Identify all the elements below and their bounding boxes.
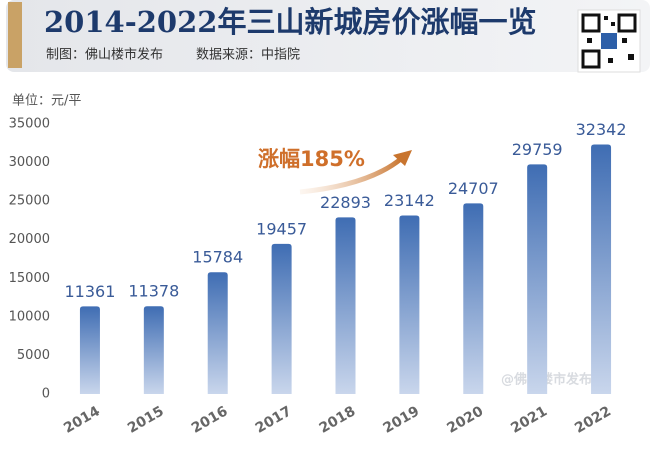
bar: [591, 144, 612, 394]
x-tick-label: 2020: [444, 403, 486, 436]
y-tick-label: 20000: [9, 232, 50, 247]
y-tick-label: 0: [42, 387, 50, 402]
value-label: 11378: [128, 282, 179, 301]
value-label: 11361: [64, 282, 115, 301]
x-tick-label: 2018: [317, 403, 359, 436]
header-bg: [6, 0, 650, 72]
header-accent: [8, 2, 22, 68]
chart-title: 2014-2022年三山新城房价涨幅一览: [44, 5, 536, 39]
y-tick-label: 15000: [9, 271, 50, 286]
y-tick-label: 30000: [9, 155, 50, 170]
bar: [335, 217, 356, 394]
bar: [207, 272, 228, 394]
x-tick-label: 2022: [572, 403, 614, 436]
trend-arrowhead: [393, 150, 412, 166]
x-tick-label: 2021: [508, 403, 550, 436]
bar: [79, 306, 100, 394]
y-tick-label: 10000: [9, 309, 50, 324]
bar: [399, 215, 420, 394]
subtitle: 制图：佛山楼市发布: [46, 47, 163, 63]
x-tick-label: 2017: [253, 403, 295, 436]
unit-label: 单位：元/平: [12, 94, 81, 109]
value-label: 15784: [192, 248, 243, 267]
value-label: 23142: [384, 191, 435, 210]
x-tick-label: 2016: [189, 403, 231, 436]
bar: [527, 164, 548, 394]
y-tick-label: 5000: [17, 348, 50, 363]
trend-arrow: [299, 156, 404, 195]
bar: [143, 306, 164, 394]
value-label: 32342: [576, 120, 627, 139]
bar: [463, 203, 484, 394]
value-label: 19457: [256, 219, 307, 238]
annotation: 涨幅185%: [258, 147, 365, 171]
x-tick-label: 2014: [61, 403, 103, 436]
value-label: 29759: [512, 140, 563, 159]
x-tick-label: 2019: [381, 403, 423, 436]
bar: [271, 243, 292, 394]
value-label: 24707: [448, 179, 499, 198]
subtitle: 数据来源：中指院: [196, 48, 300, 63]
qr-code: [577, 9, 641, 73]
y-tick-label: 25000: [9, 194, 50, 209]
y-tick-label: 35000: [9, 117, 50, 132]
value-label: 22893: [320, 193, 371, 212]
x-tick-label: 2015: [125, 403, 167, 436]
